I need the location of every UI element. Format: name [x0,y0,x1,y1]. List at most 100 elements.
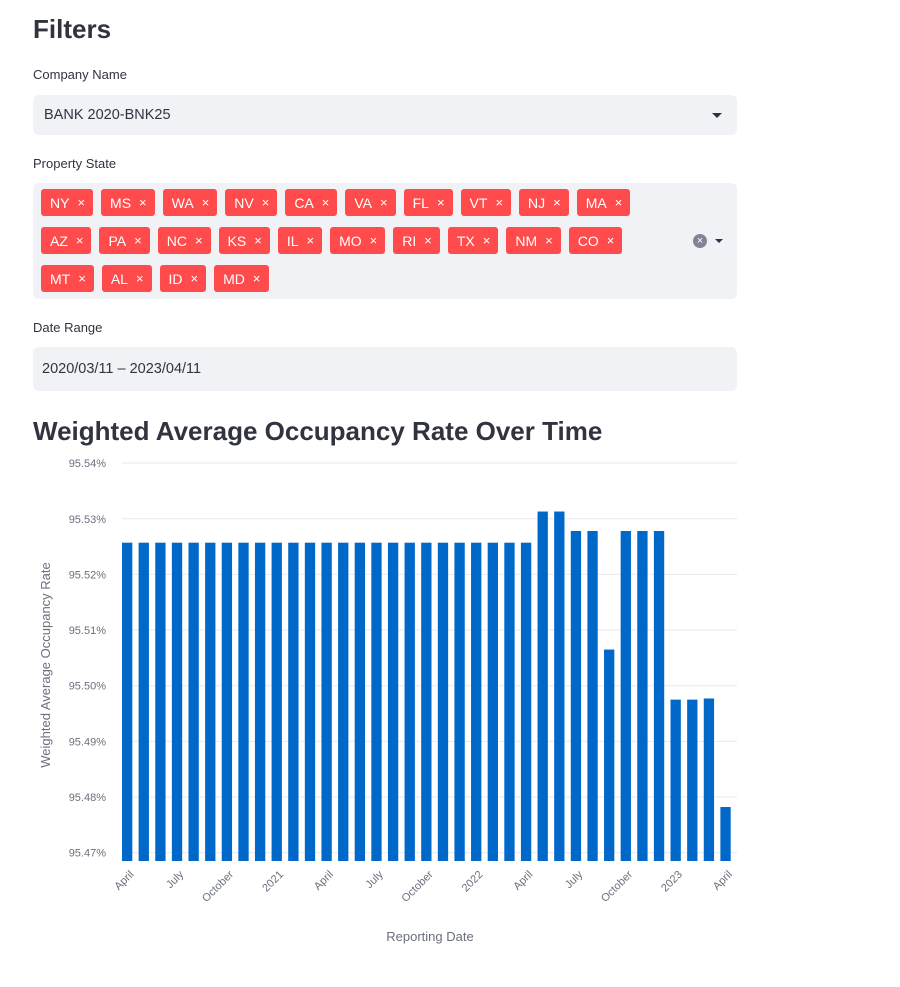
remove-tag-icon[interactable]: × [321,195,330,210]
bar[interactable] [670,699,681,861]
state-tag-tx[interactable]: TX × [447,227,499,254]
state-tag-co[interactable]: CO × [568,227,623,254]
remove-tag-icon[interactable]: × [190,271,199,286]
state-tag-ks[interactable]: KS × [218,227,270,254]
remove-tag-icon[interactable]: × [139,195,147,210]
bar[interactable] [520,542,532,861]
remove-tag-icon[interactable]: × [369,233,378,248]
bar[interactable] [404,542,415,861]
bar[interactable] [487,542,498,861]
bar[interactable] [471,542,482,861]
remove-tag-icon[interactable]: × [77,195,86,210]
bar[interactable] [587,531,598,861]
remove-tag-icon[interactable]: × [194,233,203,248]
state-tag-vt[interactable]: VT × [460,189,512,216]
remove-tag-icon[interactable]: × [254,233,262,248]
state-tag-label: NJ [528,194,546,211]
remove-tag-icon[interactable]: × [78,271,86,286]
state-tag-md[interactable]: MD × [214,265,269,292]
x-tick-label: April [711,869,735,893]
bar[interactable] [188,542,199,861]
bar[interactable] [304,542,316,861]
y-tick-label: 95.49% [69,736,107,748]
bar[interactable] [371,542,382,861]
bar[interactable] [288,542,299,861]
remove-tag-icon[interactable]: × [75,233,84,248]
state-tag-mo[interactable]: MO × [330,227,386,254]
state-tag-nv[interactable]: NV × [225,189,278,216]
bar[interactable] [205,542,216,861]
bar[interactable] [620,531,631,861]
bar[interactable] [504,542,515,861]
bar[interactable] [155,542,166,861]
bar[interactable] [238,542,249,861]
bar[interactable] [321,542,332,861]
state-tag-ms[interactable]: MS × [101,189,155,216]
state-tag-label: VT [469,194,488,211]
remove-tag-icon[interactable]: × [614,195,623,210]
remove-tag-icon[interactable]: × [135,271,144,286]
bar[interactable] [537,511,548,861]
bar[interactable] [271,542,282,861]
property-state-multiselect[interactable]: NY × MS × WA × NV × CA × VA × FL × VT × NJ × MA × AZ × PA × NC × K… [33,183,737,299]
bar[interactable] [387,542,399,861]
remove-tag-icon[interactable]: × [201,195,210,210]
remove-tag-icon[interactable]: × [306,233,315,248]
remove-tag-icon[interactable]: × [261,195,270,210]
bar[interactable] [354,542,366,861]
bar[interactable] [254,542,266,861]
state-tag-mt[interactable]: MT × [41,265,94,292]
remove-tag-icon[interactable]: × [380,195,388,210]
bar[interactable] [421,542,432,861]
state-tag-va[interactable]: VA × [345,189,396,216]
bar[interactable] [221,542,233,861]
remove-tag-icon[interactable]: × [436,195,445,210]
state-tag-label: CO [577,232,599,249]
bar[interactable] [570,531,582,861]
bar[interactable] [138,542,149,861]
remove-tag-icon[interactable]: × [553,195,561,210]
remove-tag-icon[interactable]: × [134,233,142,248]
clear-all-icon[interactable]: × [693,234,707,248]
state-tag-label: MS [110,194,132,211]
bar[interactable] [122,542,133,861]
x-axis-ticks: April July October 2021 April July October 2022… [112,868,734,905]
remove-tag-icon[interactable]: × [545,233,553,248]
state-tag-ri[interactable]: RI × [393,227,440,254]
state-tag-ca[interactable]: CA × [285,189,338,216]
state-tag-pa[interactable]: PA × [99,227,150,254]
state-tag-fl[interactable]: FL × [403,189,453,216]
state-tag-az[interactable]: AZ × [41,227,92,254]
bar[interactable] [437,542,449,861]
bar[interactable] [171,542,183,861]
state-tag-ma[interactable]: MA × [576,189,631,216]
state-tag-nm[interactable]: NM × [506,227,561,254]
state-tag-nj[interactable]: NJ × [519,189,569,216]
remove-tag-icon[interactable]: × [424,233,432,248]
state-tag-il[interactable]: IL × [277,227,323,254]
date-range-input[interactable]: 2020/03/11 – 2023/04/11 [33,347,737,391]
bar[interactable] [554,511,565,861]
chevron-down-icon[interactable] [715,239,723,243]
state-tag-label: NC [166,232,187,249]
bar[interactable] [637,531,648,861]
company-name-select[interactable]: BANK 2020-BNK25 [33,95,737,135]
state-tag-nc[interactable]: NC × [157,227,211,254]
remove-tag-icon[interactable]: × [482,233,491,248]
bar[interactable] [653,531,665,861]
remove-tag-icon[interactable]: × [252,271,261,286]
state-tag-wa[interactable]: WA × [162,189,218,216]
state-tag-id[interactable]: ID × [159,265,207,292]
bar[interactable] [687,699,698,861]
bar[interactable] [604,649,615,861]
bar[interactable] [720,807,731,861]
bar[interactable] [703,698,715,861]
bar[interactable] [454,542,465,861]
state-tag-ny[interactable]: NY × [41,189,94,216]
state-tag-al[interactable]: AL × [101,265,152,292]
chevron-down-icon[interactable] [712,113,722,118]
remove-tag-icon[interactable]: × [606,233,615,248]
state-tag-label: MT [50,270,71,287]
remove-tag-icon[interactable]: × [495,195,504,210]
bar[interactable] [338,542,349,861]
